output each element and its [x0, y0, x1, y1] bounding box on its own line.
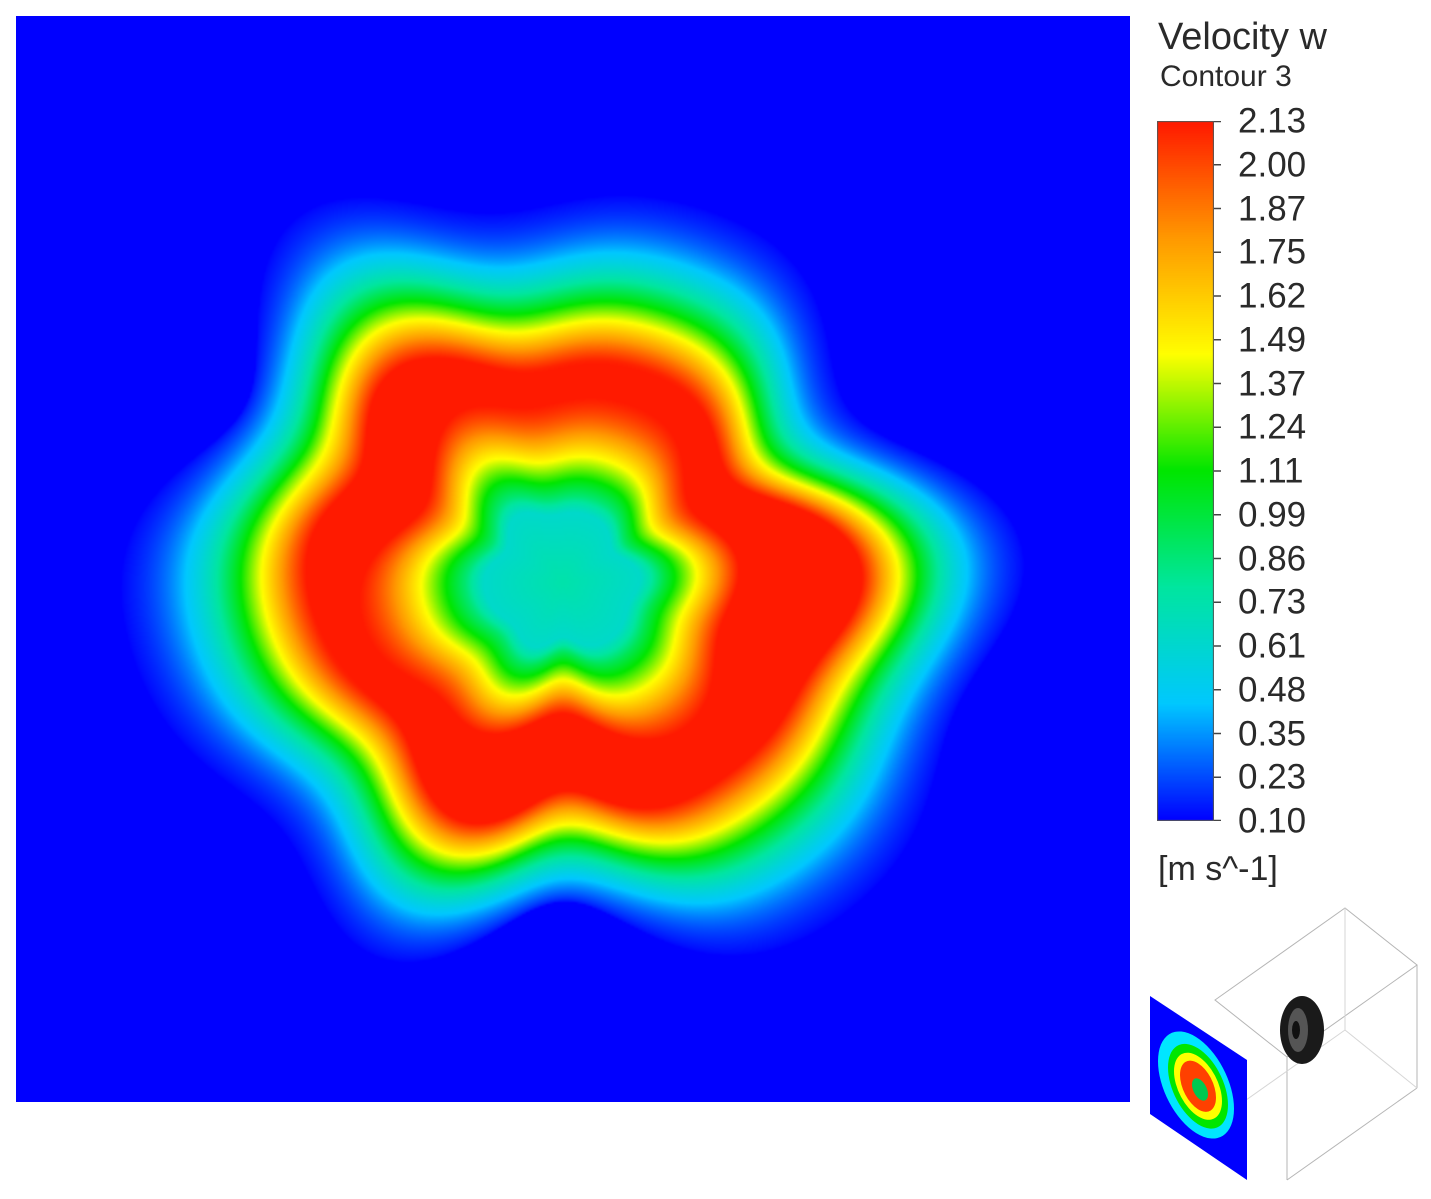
colorbar-tick-label: 0.99: [1238, 495, 1307, 535]
colorbar-tick-label: 0.10: [1238, 801, 1307, 841]
colorbar-tick-label: 1.24: [1238, 407, 1307, 447]
colorbar-tick-label: 1.62: [1238, 276, 1307, 316]
colorbar-tick-label: 0.73: [1238, 582, 1307, 622]
legend-subtitle: Contour 3: [1160, 60, 1292, 93]
propeller-icon: [1280, 996, 1324, 1064]
inset-contour-rings: [1158, 1031, 1234, 1139]
legend-unit: [m s^-1]: [1158, 850, 1278, 888]
colorbar-tick-label: 1.37: [1238, 364, 1307, 403]
colorbar-tick-label: 1.87: [1238, 189, 1307, 228]
velocity-contour-plot: [16, 16, 1130, 1102]
colorbar-tick-label: 0.61: [1238, 626, 1307, 666]
colorbar-tick-label: 1.11: [1238, 451, 1304, 491]
domain-box: [1214, 907, 1418, 1181]
colorbar-tick-label: 1.49: [1238, 320, 1307, 360]
legend-title: Velocity w: [1158, 16, 1327, 58]
colorbar: [1157, 121, 1214, 821]
orientation-inset: [1150, 907, 1418, 1181]
colorbar-ticks: [1214, 121, 1221, 821]
colorbar-tick-label: 2.13: [1238, 101, 1307, 141]
colorbar-tick-label: 0.35: [1238, 714, 1307, 753]
colorbar-tick-label: 0.86: [1238, 539, 1307, 578]
colorbar-tick-label: 0.23: [1238, 757, 1307, 797]
colorbar-tick-label: 2.00: [1238, 145, 1307, 185]
colorbar-tick-label: 1.75: [1238, 232, 1307, 272]
colorbar-tick-label: 0.48: [1238, 670, 1307, 710]
